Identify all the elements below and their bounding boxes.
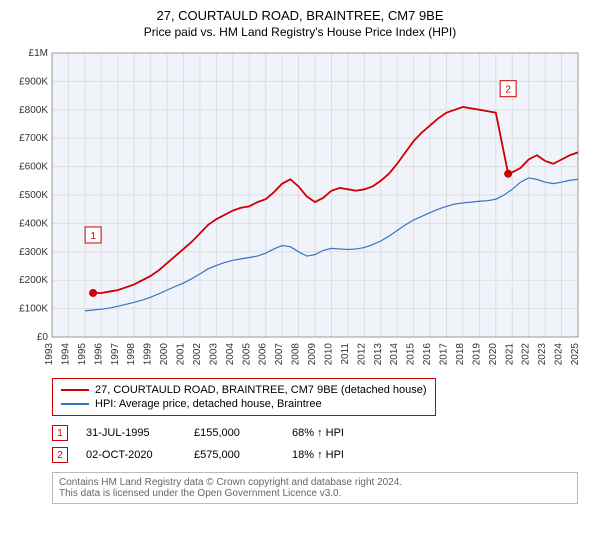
svg-text:£500K: £500K [19,190,48,201]
svg-text:1995: 1995 [77,343,88,366]
sales-table: 1 31-JUL-1995 £155,000 68% ↑ HPI 2 02-OC… [52,422,588,466]
svg-text:2012: 2012 [356,343,367,366]
svg-text:2013: 2013 [373,343,384,366]
svg-text:£400K: £400K [19,218,48,229]
svg-text:2025: 2025 [570,343,581,366]
svg-text:2023: 2023 [537,343,548,366]
footer-copyright: Contains HM Land Registry data © Crown c… [59,477,571,488]
svg-text:2015: 2015 [406,343,417,366]
svg-text:2010: 2010 [323,343,334,366]
svg-text:2017: 2017 [439,343,450,366]
svg-text:1996: 1996 [93,343,104,366]
svg-text:2004: 2004 [225,343,236,366]
legend-label: 27, COURTAULD ROAD, BRAINTREE, CM7 9BE (… [95,384,427,396]
svg-text:2009: 2009 [307,343,318,366]
sale-pct: 18% ↑ HPI [292,449,362,461]
svg-text:2024: 2024 [554,343,565,366]
sale-date: 31-JUL-1995 [86,427,176,439]
legend: 27, COURTAULD ROAD, BRAINTREE, CM7 9BE (… [52,378,436,416]
svg-text:£100K: £100K [19,304,48,315]
svg-text:2016: 2016 [422,343,433,366]
svg-text:2020: 2020 [488,343,499,366]
svg-text:2014: 2014 [389,343,400,366]
chart-title: 27, COURTAULD ROAD, BRAINTREE, CM7 9BE [12,8,588,23]
sale-price: £575,000 [194,449,274,461]
svg-text:2019: 2019 [471,343,482,366]
svg-text:2008: 2008 [291,343,302,366]
svg-text:£1M: £1M [29,48,48,59]
svg-text:2000: 2000 [159,343,170,366]
legend-item: HPI: Average price, detached house, Brai… [61,397,427,411]
svg-text:2018: 2018 [455,343,466,366]
svg-text:2007: 2007 [274,343,285,366]
svg-text:£600K: £600K [19,162,48,173]
svg-text:£800K: £800K [19,105,48,116]
sale-marker: 2 [52,447,68,463]
legend-label: HPI: Average price, detached house, Brai… [95,398,322,410]
svg-text:1999: 1999 [143,343,154,366]
sale-price: £155,000 [194,427,274,439]
svg-text:1: 1 [90,231,96,242]
svg-text:2011: 2011 [340,343,351,365]
svg-text:£300K: £300K [19,247,48,258]
legend-swatch [61,389,89,391]
footer-licence: This data is licensed under the Open Gov… [59,488,571,499]
svg-text:2006: 2006 [258,343,269,366]
svg-text:1997: 1997 [110,343,121,366]
svg-text:2001: 2001 [176,343,187,366]
svg-text:2021: 2021 [504,343,515,366]
svg-text:1998: 1998 [126,343,137,366]
legend-swatch [61,403,89,405]
sale-row: 1 31-JUL-1995 £155,000 68% ↑ HPI [52,422,588,444]
svg-text:2022: 2022 [521,343,532,366]
sale-pct: 68% ↑ HPI [292,427,362,439]
svg-text:2002: 2002 [192,343,203,366]
svg-text:1993: 1993 [44,343,55,366]
chart-subtitle: Price paid vs. HM Land Registry's House … [12,25,588,39]
svg-text:2: 2 [505,85,511,96]
svg-text:£0: £0 [37,332,49,343]
svg-text:1994: 1994 [60,343,71,366]
price-chart: £0 £100K £200K £300K £400K £500K £600K £700K £80… [12,47,588,372]
sale-row: 2 02-OCT-2020 £575,000 18% ↑ HPI [52,444,588,466]
svg-text:£900K: £900K [19,76,48,87]
sale-date: 02-OCT-2020 [86,449,176,461]
svg-text:£700K: £700K [19,133,48,144]
svg-text:£200K: £200K [19,275,48,286]
footer: Contains HM Land Registry data © Crown c… [52,472,578,504]
legend-item: 27, COURTAULD ROAD, BRAINTREE, CM7 9BE (… [61,383,427,397]
svg-text:2005: 2005 [241,343,252,366]
svg-text:2003: 2003 [208,343,219,366]
sale-marker: 1 [52,425,68,441]
title-block: 27, COURTAULD ROAD, BRAINTREE, CM7 9BE P… [12,8,588,39]
